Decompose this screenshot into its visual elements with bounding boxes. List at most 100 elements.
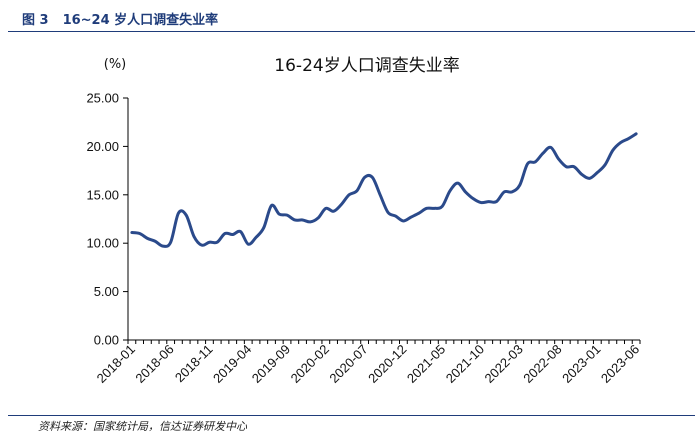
data-point: [549, 146, 552, 149]
data-point: [208, 241, 211, 244]
data-point: [363, 176, 366, 179]
data-point: [239, 230, 242, 233]
data-point: [130, 231, 134, 234]
data-point: [588, 177, 591, 180]
data-point: [596, 171, 599, 174]
source-note: 资料来源：国家统计局，信达证券研发中心: [38, 420, 247, 433]
x-tick-label: 2022-08: [520, 342, 564, 386]
data-point: [495, 200, 498, 203]
data-point: [456, 181, 459, 185]
data-point: [580, 173, 584, 176]
data-point: [417, 211, 421, 215]
figure-number: 图 3: [22, 13, 49, 28]
data-point: [161, 244, 165, 248]
data-point: [177, 211, 180, 215]
data-point: [270, 204, 273, 207]
data-point: [386, 211, 390, 214]
x-tick-label: 2022-03: [482, 342, 526, 386]
data-point: [627, 137, 630, 140]
line-chart: 16-24岁人口调查失业率 (%) 0.00 5.00 10.00 15.00 20.0…: [86, 56, 642, 386]
data-points: [130, 132, 638, 248]
data-point: [278, 212, 281, 216]
x-axis: 2018-012018-062018-112019-042019-092020-…: [94, 340, 642, 386]
data-point: [293, 218, 296, 222]
chart-title: 16-24岁人口调查失业率: [274, 56, 459, 76]
data-point: [433, 207, 436, 210]
data-point: [378, 193, 382, 196]
data-point: [619, 141, 622, 144]
data-point: [518, 183, 521, 187]
data-point: [216, 241, 219, 244]
data-point: [138, 232, 141, 235]
data-point: [394, 214, 397, 218]
data-point: [634, 132, 638, 136]
y-tick-label: 5.00: [94, 284, 119, 299]
data-point: [448, 189, 452, 193]
data-point: [409, 215, 413, 219]
data-point: [301, 218, 304, 222]
x-tick-label: 2021-05: [404, 342, 448, 386]
data-point: [603, 163, 607, 166]
x-tick-label: 2018-01: [94, 342, 138, 386]
data-point: [169, 241, 172, 244]
data-point: [223, 232, 227, 235]
header-rule: [8, 31, 695, 32]
footer-rule: [8, 415, 695, 416]
x-tick-label: 2020-12: [365, 342, 409, 386]
data-point: [425, 207, 428, 210]
x-tick-label: 2021-10: [443, 342, 487, 386]
data-point: [503, 190, 506, 194]
y-tick-label: 0.00: [94, 333, 119, 348]
data-point: [231, 233, 234, 236]
data-point: [254, 236, 258, 239]
figure-caption: 图 3 16~24 岁人口调查失业率: [22, 9, 218, 28]
data-point: [565, 165, 568, 168]
data-point: [534, 160, 537, 164]
data-point: [541, 151, 545, 155]
x-tick-label: 2019-04: [210, 342, 254, 386]
data-point: [262, 226, 265, 229]
data-point: [347, 193, 351, 196]
data-point: [557, 157, 560, 161]
data-point: [479, 201, 483, 204]
series-line: [130, 132, 638, 248]
data-point: [510, 190, 514, 194]
x-tick-label: 2019-09: [249, 342, 293, 386]
data-point: [611, 149, 615, 152]
y-tick-label: 20.00: [86, 139, 119, 154]
y-axis: 0.00 5.00 10.00 15.00 20.00 25.00: [86, 91, 128, 348]
x-tick-label: 2023-06: [598, 342, 642, 386]
data-point: [371, 176, 374, 179]
data-point: [285, 213, 289, 217]
data-point: [324, 207, 328, 210]
data-point: [402, 219, 405, 223]
data-point: [487, 200, 490, 203]
x-tick-label: 2018-11: [172, 342, 216, 386]
data-point: [316, 216, 320, 220]
data-point: [309, 220, 312, 224]
y-tick-label: 10.00: [86, 236, 119, 251]
y-axis-unit: (%): [104, 57, 127, 72]
data-point: [464, 190, 467, 194]
figure-caption-text: 16~24 岁人口调查失业率: [62, 13, 219, 28]
data-point: [192, 235, 196, 238]
figure-header: 图 3 16~24 岁人口调查失业率: [0, 0, 695, 32]
data-point: [146, 237, 149, 240]
data-point: [526, 162, 529, 166]
data-point: [153, 240, 157, 243]
data-point: [332, 210, 335, 213]
x-tick-label: 2020-02: [288, 342, 332, 386]
y-tick-label: 25.00: [86, 91, 119, 106]
data-point: [200, 243, 203, 247]
x-tick-label: 2020-07: [326, 342, 370, 386]
data-point: [572, 165, 576, 168]
data-point: [184, 213, 188, 217]
data-point: [440, 205, 444, 208]
y-tick-label: 15.00: [86, 187, 119, 202]
data-point: [472, 197, 475, 200]
x-tick-label: 2018-06: [132, 342, 176, 386]
data-point: [247, 242, 250, 246]
data-point: [340, 203, 343, 206]
x-tick-label: 2023-01: [559, 342, 603, 386]
data-point: [355, 189, 359, 193]
